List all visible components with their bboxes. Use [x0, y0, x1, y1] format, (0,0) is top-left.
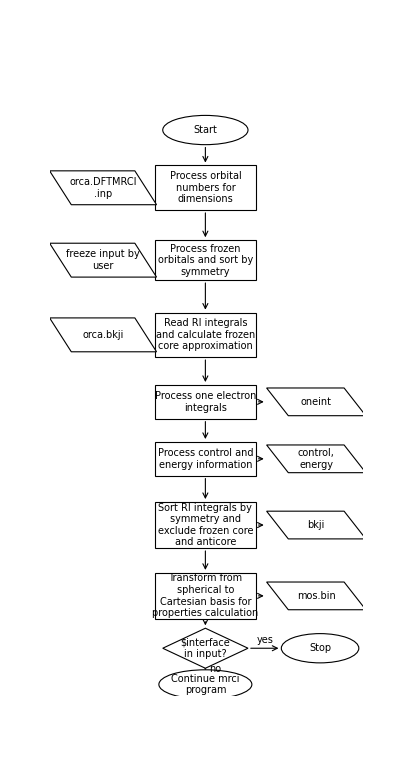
Text: Process frozen
orbitals and sort by
symmetry: Process frozen orbitals and sort by symm…	[158, 243, 253, 277]
Text: control,
energy: control, energy	[298, 448, 334, 470]
Text: $interface
in input?: $interface in input?	[181, 637, 230, 659]
Polygon shape	[50, 243, 156, 277]
Polygon shape	[267, 511, 366, 539]
Text: Transform from
spherical to
Cartesian basis for
properties calculation: Transform from spherical to Cartesian ba…	[152, 573, 258, 619]
Polygon shape	[267, 582, 366, 610]
Ellipse shape	[159, 670, 252, 699]
FancyBboxPatch shape	[155, 572, 256, 619]
Text: mos.bin: mos.bin	[297, 591, 336, 601]
Polygon shape	[267, 388, 366, 416]
Text: orca.DFTMRCI
.inp: orca.DFTMRCI .inp	[69, 177, 137, 199]
FancyBboxPatch shape	[155, 313, 256, 357]
Ellipse shape	[163, 116, 248, 145]
Text: orca.bkji: orca.bkji	[82, 330, 124, 340]
Text: Process one electron
integrals: Process one electron integrals	[155, 391, 256, 413]
Ellipse shape	[281, 633, 359, 663]
Text: Process control and
energy information: Process control and energy information	[158, 448, 253, 470]
Text: freeze input by
user: freeze input by user	[66, 249, 140, 271]
Text: Continue mrci
program: Continue mrci program	[171, 673, 240, 695]
FancyBboxPatch shape	[155, 240, 256, 280]
Polygon shape	[267, 445, 366, 472]
FancyBboxPatch shape	[155, 442, 256, 475]
Text: Read RI integrals
and calculate frozen
core approximation: Read RI integrals and calculate frozen c…	[156, 318, 255, 351]
Text: Sort RI integrals by
symmetry and
exclude frozen core
and anticore: Sort RI integrals by symmetry and exclud…	[158, 503, 253, 547]
Text: Start: Start	[193, 125, 217, 135]
Text: Process orbital
numbers for
dimensions: Process orbital numbers for dimensions	[170, 171, 241, 204]
Polygon shape	[163, 628, 248, 669]
Polygon shape	[50, 318, 156, 352]
Text: oneint: oneint	[301, 396, 332, 407]
Text: no: no	[209, 664, 221, 674]
Text: Stop: Stop	[309, 644, 331, 653]
Text: bkji: bkji	[307, 520, 325, 530]
Polygon shape	[50, 170, 156, 205]
Text: yes: yes	[256, 635, 273, 645]
FancyBboxPatch shape	[155, 385, 256, 419]
FancyBboxPatch shape	[155, 502, 256, 548]
FancyBboxPatch shape	[155, 166, 256, 210]
